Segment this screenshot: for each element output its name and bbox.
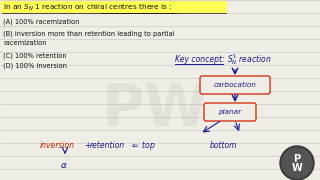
Text: racemization: racemization bbox=[3, 40, 46, 46]
Text: (C) 100% retention: (C) 100% retention bbox=[3, 53, 67, 59]
FancyBboxPatch shape bbox=[1, 1, 227, 13]
Text: planar: planar bbox=[218, 109, 242, 115]
Text: P: P bbox=[293, 154, 300, 164]
Text: In an $S_N$ 1 reaction on chiral centres there is :: In an $S_N$ 1 reaction on chiral centres… bbox=[3, 3, 172, 13]
Text: (D) 100% inversion: (D) 100% inversion bbox=[3, 63, 67, 69]
Text: bottom: bottom bbox=[210, 141, 237, 150]
Circle shape bbox=[282, 148, 312, 178]
Text: (B) inversion more than retention leading to partial: (B) inversion more than retention leadin… bbox=[3, 31, 175, 37]
Text: W: W bbox=[292, 163, 302, 173]
Text: carbocation: carbocation bbox=[213, 82, 256, 88]
Text: +: + bbox=[84, 141, 90, 150]
Text: $\Leftarrow$ top: $\Leftarrow$ top bbox=[130, 138, 156, 152]
Text: inversion: inversion bbox=[40, 141, 75, 150]
Text: Key concept:: Key concept: bbox=[175, 55, 225, 64]
Text: retention: retention bbox=[90, 141, 125, 150]
FancyBboxPatch shape bbox=[200, 76, 270, 94]
FancyBboxPatch shape bbox=[204, 103, 256, 121]
Text: $\alpha$: $\alpha$ bbox=[60, 161, 68, 170]
Text: $S_N^1$ reaction: $S_N^1$ reaction bbox=[227, 53, 271, 68]
Circle shape bbox=[280, 146, 314, 180]
Text: (A) 100% racemization: (A) 100% racemization bbox=[3, 19, 79, 25]
Text: PW: PW bbox=[101, 82, 209, 138]
